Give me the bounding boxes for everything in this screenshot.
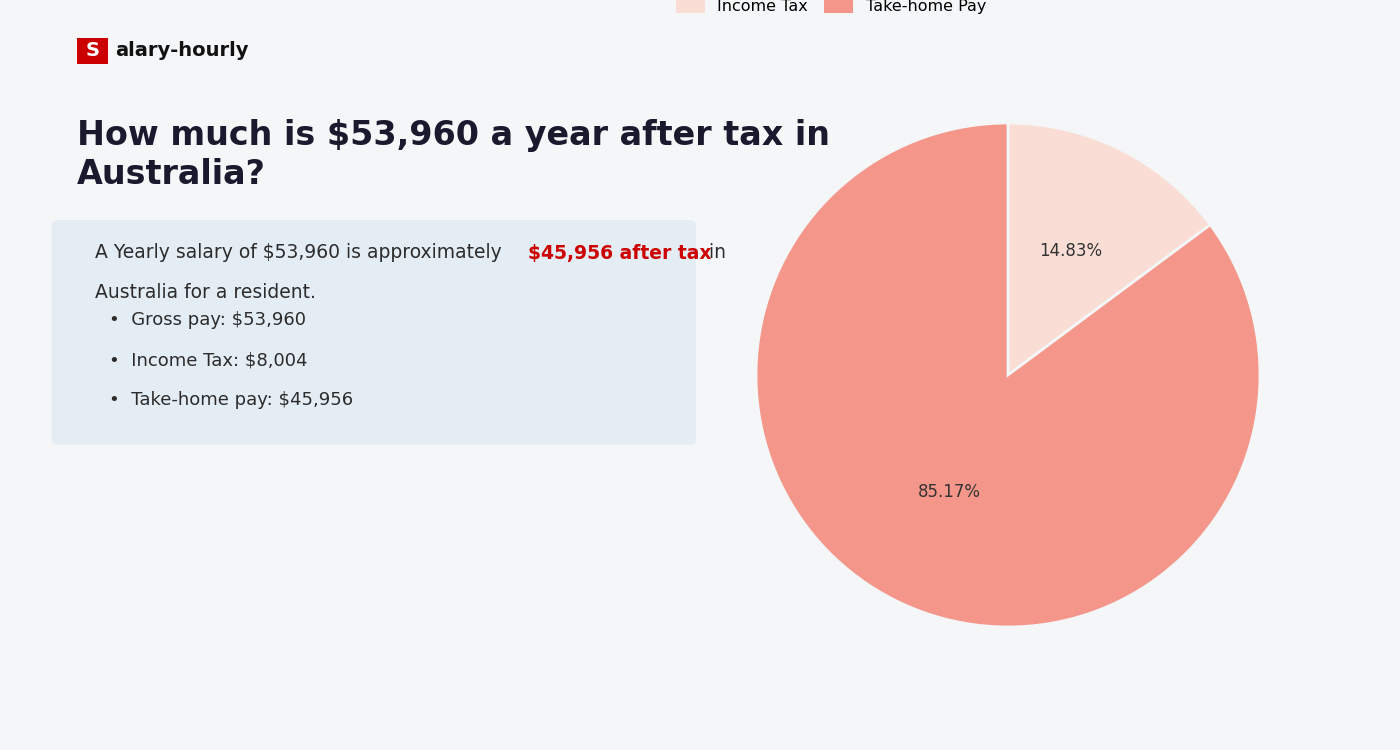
- Text: $45,956 after tax: $45,956 after tax: [528, 244, 711, 262]
- Text: •  Gross pay: $53,960: • Gross pay: $53,960: [109, 311, 307, 329]
- Text: S: S: [85, 41, 99, 61]
- Text: 14.83%: 14.83%: [1039, 242, 1102, 260]
- Legend: Income Tax, Take-home Pay: Income Tax, Take-home Pay: [669, 0, 993, 21]
- Text: •  Income Tax: $8,004: • Income Tax: $8,004: [109, 351, 308, 369]
- Text: Australia for a resident.: Australia for a resident.: [95, 284, 316, 302]
- Text: in: in: [703, 244, 727, 262]
- Wedge shape: [756, 123, 1260, 627]
- Text: •  Take-home pay: $45,956: • Take-home pay: $45,956: [109, 391, 353, 409]
- Text: Australia?: Australia?: [77, 158, 266, 191]
- Text: 85.17%: 85.17%: [917, 483, 980, 501]
- FancyBboxPatch shape: [52, 220, 696, 445]
- Text: How much is $53,960 a year after tax in: How much is $53,960 a year after tax in: [77, 118, 830, 152]
- Text: alary-hourly: alary-hourly: [115, 41, 248, 61]
- Text: A Yearly salary of $53,960 is approximately: A Yearly salary of $53,960 is approximat…: [95, 244, 508, 262]
- Wedge shape: [1008, 123, 1210, 375]
- FancyBboxPatch shape: [77, 38, 108, 64]
